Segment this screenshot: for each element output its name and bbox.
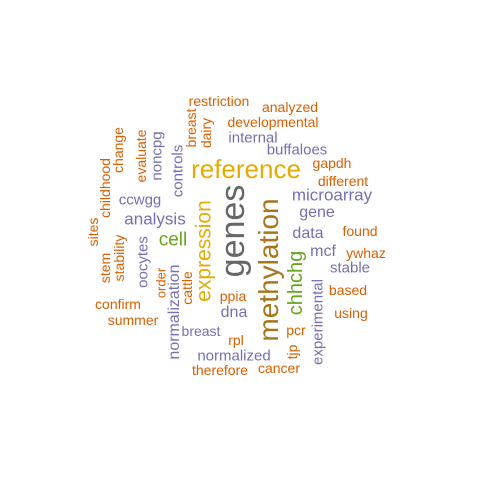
word-chhchg: chhchg <box>286 251 306 316</box>
word-microarray: microarray <box>292 187 372 204</box>
word-ccwgg: ccwgg <box>119 193 162 208</box>
word-cancer: cancer <box>258 361 300 375</box>
word-sites: sites <box>86 218 100 247</box>
word-stability: stability <box>112 235 126 282</box>
word-methylation: methylation <box>255 198 283 341</box>
word-gene: gene <box>299 205 335 221</box>
word-ywhaz: ywhaz <box>346 246 386 260</box>
word-using: using <box>334 306 367 320</box>
word-internal: internal <box>228 131 277 146</box>
word-oocytes: oocytes <box>136 236 151 288</box>
word-experimental: experimental <box>311 279 326 365</box>
word-rpl: rpl <box>228 333 244 347</box>
word-childhood: childhood <box>98 158 112 218</box>
word-genes: genes <box>216 185 250 278</box>
word-summer: summer <box>108 313 159 327</box>
word-different: different <box>318 174 368 188</box>
word-pcr: pcr <box>286 323 305 337</box>
word-therefore: therefore <box>192 363 248 377</box>
word-order: order <box>155 268 168 298</box>
word-controls: controls <box>171 145 186 198</box>
word-gapdh: gapdh <box>313 156 352 170</box>
word-found: found <box>342 224 377 238</box>
word-gusb: breast <box>182 324 221 338</box>
word-based: based <box>329 283 367 297</box>
word-dairy: dairy <box>199 118 213 148</box>
word-confirm: confirm <box>95 297 141 311</box>
word-analysis: analysis <box>124 211 185 228</box>
word-reference: reference <box>191 156 301 182</box>
word-stem: stem <box>98 253 112 283</box>
word-restriction: restriction <box>189 94 250 108</box>
word-developmental: developmental <box>227 115 318 129</box>
word-dna: dna <box>221 305 248 321</box>
word-mcf: mcf <box>310 244 336 260</box>
word-evaluate: evaluate <box>134 130 148 183</box>
word-cell: cell <box>159 231 188 250</box>
word-analyzed: analyzed <box>262 100 318 114</box>
word-tjp: tjp <box>285 345 299 360</box>
word-change: change <box>111 127 125 173</box>
word-ppia: ppia <box>220 289 246 303</box>
word-stable: stable <box>330 261 370 276</box>
word-data: data <box>292 226 323 242</box>
word-noncpg: noncpg <box>150 131 165 180</box>
word-expression: expression <box>194 200 215 302</box>
word-breast: breast <box>184 109 198 148</box>
word-cattle: cattle <box>180 271 194 304</box>
